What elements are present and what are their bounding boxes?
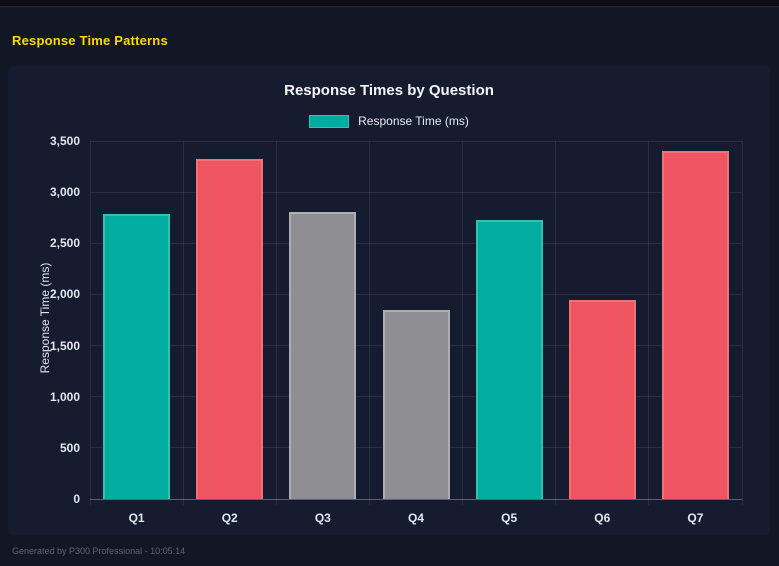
legend-swatch [309, 114, 350, 128]
gridline-v [275, 141, 277, 505]
gridline-v [555, 141, 557, 505]
bar-q4[interactable] [382, 309, 450, 499]
bar-q6[interactable] [568, 299, 636, 499]
y-tick-label: 2,000 [49, 287, 80, 302]
gridline-h [90, 498, 742, 500]
y-tick-label: 0 [73, 492, 80, 506]
chart-card: Response Times by Question Response Time… [8, 66, 770, 535]
gridline-h [90, 191, 742, 193]
y-tick-label: 1,000 [49, 389, 80, 404]
gridline-h [90, 242, 742, 244]
gridline-v [462, 141, 464, 505]
page-title: Response Time Patterns [12, 33, 168, 48]
x-tick-label: Q1 [128, 511, 145, 525]
bar-q1[interactable] [103, 213, 171, 499]
chart-title: Response Times by Question [284, 82, 494, 99]
x-tick-label: Q2 [221, 511, 238, 525]
gridline-v [368, 141, 370, 505]
gridline-v [89, 141, 91, 505]
footer-note: Generated by P300 Professional - 10:05:1… [12, 546, 186, 556]
x-tick-label: Q5 [501, 511, 518, 525]
bar-q7[interactable] [661, 150, 729, 499]
gridline-h [90, 140, 742, 142]
y-tick-label: 3,500 [49, 134, 80, 148]
plot-area: 0 500 1,000 1,500 2,000 2,500 3,000 3,500 Q1 Q2 Q3… [50, 134, 743, 525]
gridline-h [90, 293, 742, 295]
chart-legend: Response Time (ms) [8, 114, 770, 128]
legend-item-response-time[interactable]: Response Time (ms) [309, 114, 469, 128]
gridline-v [741, 141, 743, 505]
x-tick-label: Q6 [594, 511, 611, 525]
y-tick-label: 500 [59, 440, 80, 455]
legend-label: Response Time (ms) [358, 114, 469, 128]
gridline-v [182, 141, 184, 505]
bar-q5[interactable] [475, 219, 543, 499]
y-axis-title: Response Time (ms) [38, 262, 52, 374]
y-tick-label: 1,500 [49, 338, 80, 353]
gridline-v [648, 141, 650, 505]
y-tick-label: 2,500 [49, 236, 80, 251]
bar-q3[interactable] [289, 212, 357, 499]
x-tick-label: Q4 [407, 511, 424, 525]
y-tick-label: 3,000 [49, 185, 80, 200]
x-tick-label: Q7 [687, 511, 704, 525]
bar-q2[interactable] [196, 158, 264, 499]
top-strip [0, 0, 779, 7]
x-tick-label: Q3 [314, 511, 331, 525]
